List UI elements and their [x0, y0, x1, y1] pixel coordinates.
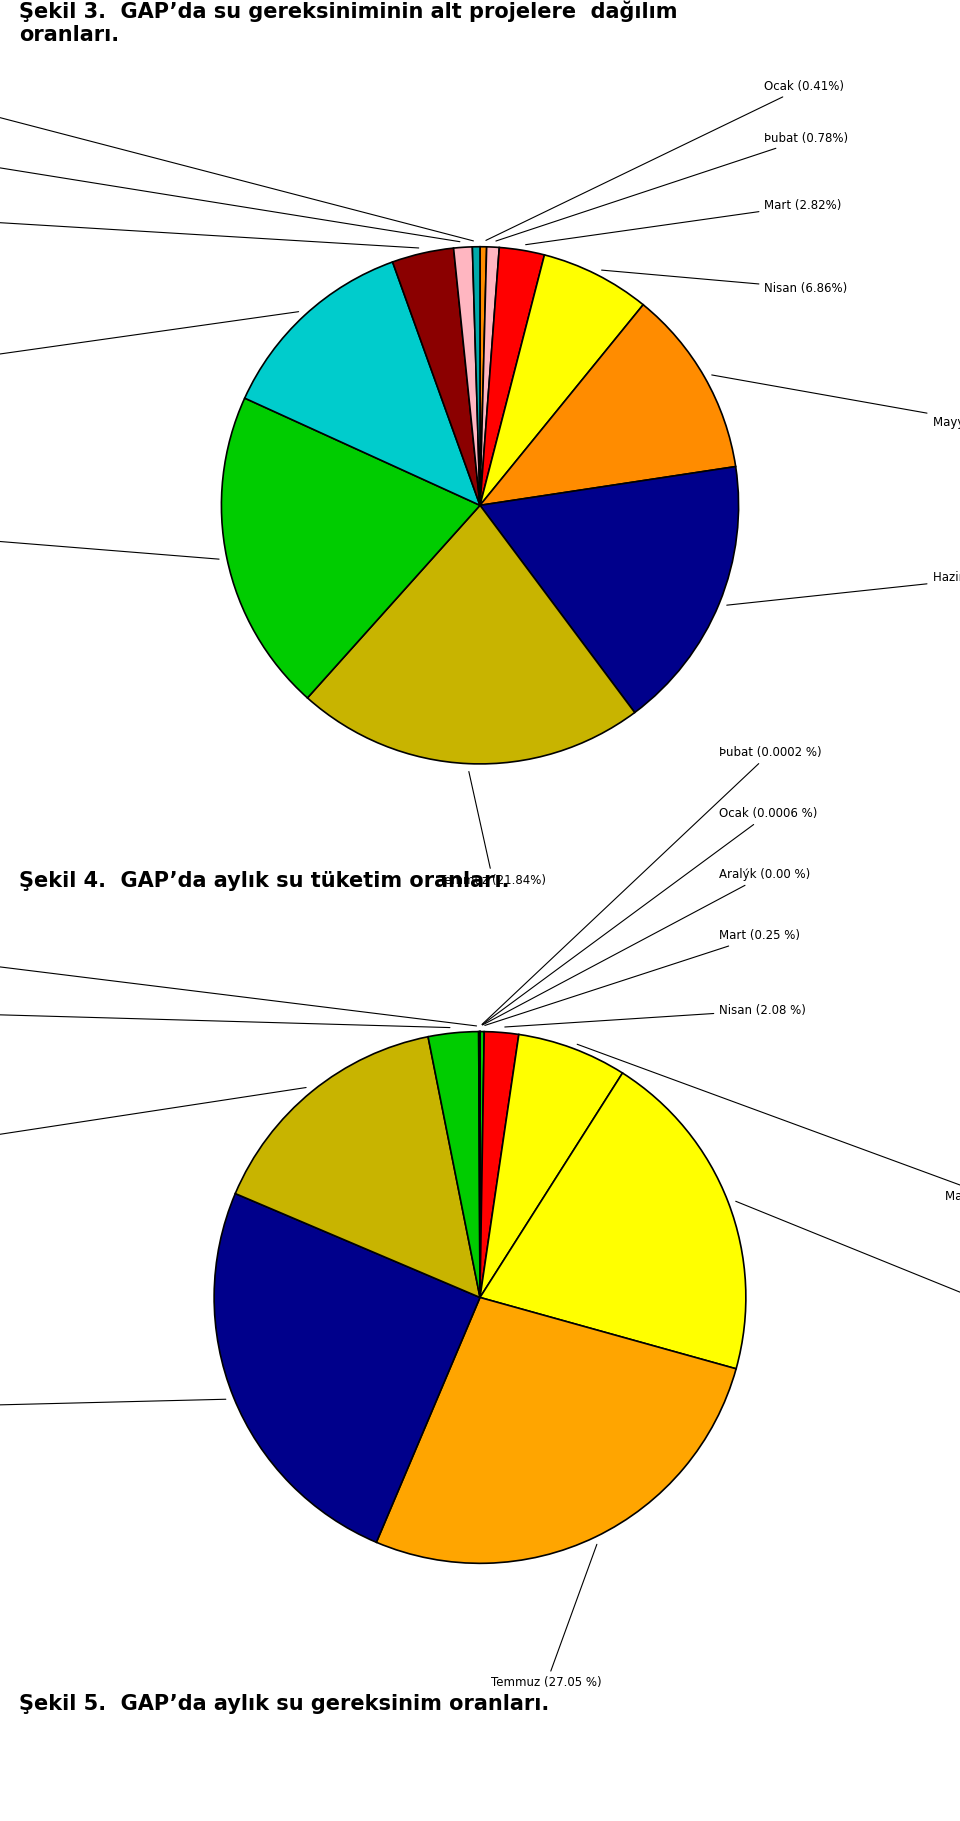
- Text: Şekil 4.  GAP’da aylık su tüketim oranları.: Şekil 4. GAP’da aylık su tüketim oranlar…: [19, 870, 510, 890]
- Text: Şekil 5.  GAP’da aylık su gereksinim oranları.: Şekil 5. GAP’da aylık su gereksinim oran…: [19, 1694, 549, 1714]
- Wedge shape: [472, 246, 480, 504]
- Wedge shape: [480, 1073, 746, 1369]
- Wedge shape: [428, 1033, 480, 1297]
- Wedge shape: [480, 304, 735, 504]
- Text: Haziran (17.19%): Haziran (17.19%): [727, 572, 960, 605]
- Text: Temmuz (21.84%): Temmuz (21.84%): [440, 772, 546, 887]
- Wedge shape: [453, 248, 480, 504]
- Wedge shape: [480, 246, 487, 504]
- Wedge shape: [480, 255, 643, 504]
- Text: Şekil 3.  GAP’da su gereksiniminin alt projelere  dağılım
oranları.: Şekil 3. GAP’da su gereksiniminin alt pr…: [19, 0, 678, 46]
- Text: Haziran (20.32 %): Haziran (20.32 %): [735, 1202, 960, 1337]
- Text: Mart (2.82%): Mart (2.82%): [526, 198, 842, 244]
- Text: Ocak (0.0006 %): Ocak (0.0006 %): [482, 807, 818, 1025]
- Text: Aðustos (20.18%): Aðustos (20.18%): [0, 524, 219, 559]
- Text: Kasým (1.16%): Kasým (1.16%): [0, 142, 460, 242]
- Wedge shape: [235, 1036, 480, 1297]
- Wedge shape: [480, 1033, 518, 1297]
- Text: Temmuz (27.05 %): Temmuz (27.05 %): [492, 1544, 602, 1690]
- Text: Aralýk (0.00 %): Aralýk (0.00 %): [483, 869, 810, 1025]
- Wedge shape: [480, 466, 738, 712]
- Text: Ocak (0.41%): Ocak (0.41%): [486, 80, 845, 240]
- Wedge shape: [222, 399, 480, 697]
- Text: Eylül (12.71%): Eylül (12.71%): [0, 311, 299, 377]
- Text: Ekim (3.05 %): Ekim (3.05 %): [0, 1003, 450, 1027]
- Text: Mayýs (6.67 %): Mayýs (6.67 %): [577, 1043, 960, 1204]
- Wedge shape: [480, 248, 544, 504]
- Text: Kasým (0.08 %): Kasým (0.08 %): [0, 940, 476, 1025]
- Text: Aðustos (25.02 %): Aðustos (25.02 %): [0, 1399, 226, 1415]
- Text: Nisan (2.08 %): Nisan (2.08 %): [505, 1003, 806, 1027]
- Text: Ekim (3.86%): Ekim (3.86%): [0, 209, 419, 248]
- Text: Nisan (6.86%): Nisan (6.86%): [602, 270, 848, 295]
- Wedge shape: [307, 504, 635, 763]
- Wedge shape: [376, 1297, 736, 1562]
- Text: Mart (0.25 %): Mart (0.25 %): [485, 929, 801, 1025]
- Text: Eylül (15.48 %): Eylül (15.48 %): [0, 1087, 306, 1165]
- Wedge shape: [480, 1031, 484, 1297]
- Text: Þubat (0.78%): Þubat (0.78%): [496, 131, 849, 240]
- Wedge shape: [480, 248, 499, 504]
- Text: Þubat (0.0002 %): Þubat (0.0002 %): [482, 747, 822, 1025]
- Text: Aralýk (0.47%): Aralýk (0.47%): [0, 80, 473, 240]
- Wedge shape: [480, 1034, 622, 1297]
- Wedge shape: [214, 1193, 480, 1542]
- Wedge shape: [479, 1031, 480, 1297]
- Wedge shape: [245, 262, 480, 504]
- Wedge shape: [393, 248, 480, 504]
- Text: Mayýs (11.74%): Mayýs (11.74%): [711, 375, 960, 430]
